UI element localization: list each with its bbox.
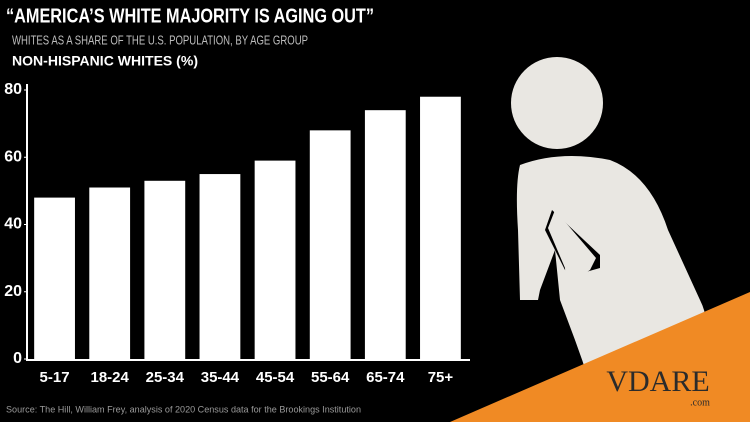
bar (254, 160, 296, 359)
bar (309, 130, 351, 359)
logo-suffix: .com (690, 397, 710, 408)
bar (199, 174, 241, 359)
y-tick-label: 20 (4, 283, 22, 300)
corner-banner (450, 292, 750, 422)
bar (420, 96, 461, 359)
x-tick-label: 75+ (428, 369, 454, 386)
x-tick-label: 45-54 (256, 369, 295, 386)
bar (364, 110, 406, 359)
bar (89, 187, 131, 359)
x-tick-label: 25-34 (146, 369, 185, 386)
source-note: Source: The Hill, William Frey, analysis… (6, 405, 361, 416)
y-tick-label: 0 (13, 350, 22, 367)
y-axis-label: NON-HISPANIC WHITES (%) (12, 53, 198, 69)
logo: VDARE (606, 365, 709, 398)
chart-subtitle: WHITES AS A SHARE OF THE U.S. POPULATION… (12, 32, 308, 47)
chart-title: “AMERICA’S WHITE MAJORITY IS AGING OUT” (6, 5, 374, 27)
x-tick-label: 18-24 (91, 369, 130, 386)
bar (34, 197, 75, 359)
x-tick-label: 55-64 (311, 369, 350, 386)
x-tick-label: 35-44 (201, 369, 240, 386)
y-tick-label: 80 (4, 81, 22, 98)
bar (144, 180, 186, 359)
x-tick-label: 5-17 (40, 369, 70, 386)
x-tick-label: 65-74 (366, 369, 405, 386)
y-tick-label: 60 (4, 148, 22, 165)
y-tick-label: 40 (4, 216, 22, 233)
